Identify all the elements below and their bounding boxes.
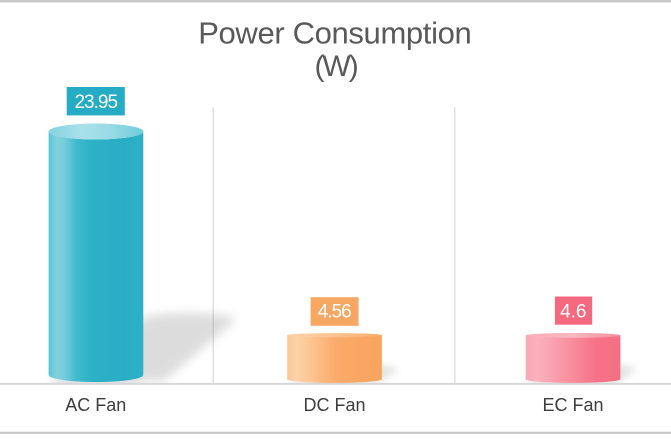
svg-text:EC Fan: EC Fan <box>542 395 603 415</box>
svg-text:4.6: 4.6 <box>560 301 586 322</box>
svg-text:Power Consumption: Power Consumption <box>198 15 471 50</box>
svg-text:AC Fan: AC Fan <box>65 395 126 415</box>
svg-text:(W): (W) <box>314 50 357 83</box>
svg-text:23.95: 23.95 <box>74 92 117 113</box>
svg-text:4.56: 4.56 <box>318 301 351 322</box>
svg-text:DC Fan: DC Fan <box>303 395 365 415</box>
